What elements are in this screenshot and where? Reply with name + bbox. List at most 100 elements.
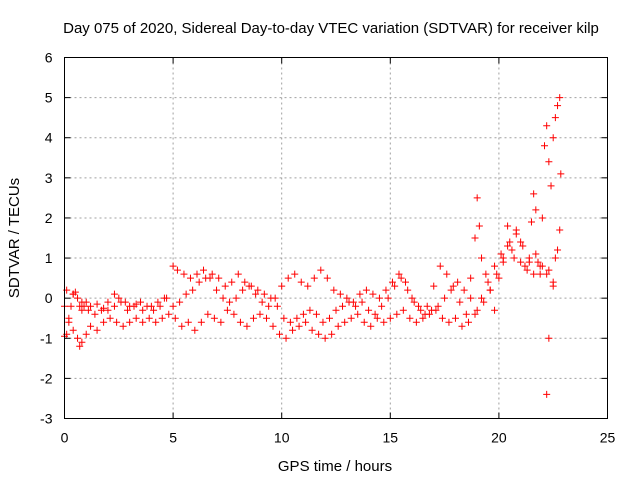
data-point [551,254,559,262]
data-point [556,94,564,102]
data-point [87,302,95,310]
y-tick-label: 4 [45,130,53,146]
data-point [276,330,284,338]
data-point [538,262,546,270]
data-point [315,330,323,338]
data-point [104,306,112,314]
data-point [384,294,392,302]
data-point [454,278,462,286]
data-point [91,310,99,318]
data-point [536,270,544,278]
data-point [74,334,82,342]
data-point [456,298,464,306]
data-point [232,294,240,302]
data-point [126,318,134,326]
data-point [397,274,405,282]
data-point [317,266,325,274]
data-point [243,322,251,330]
data-point [69,290,77,298]
data-point [215,274,223,282]
data-point [104,298,112,306]
data-point [549,278,557,286]
data-point [415,302,423,310]
data-point [543,270,551,278]
data-point [462,310,470,318]
data-point [280,314,288,322]
data-point [156,302,164,310]
data-point [334,322,342,330]
data-point [493,270,501,278]
data-point [117,298,125,306]
data-point [512,226,520,234]
data-point [269,322,277,330]
y-tick-label: -1 [40,330,53,346]
data-point [78,306,86,314]
data-point [532,206,540,214]
data-point [482,270,490,278]
data-point [525,258,533,266]
data-point [475,222,483,230]
data-point [234,270,242,278]
data-point [386,314,394,322]
data-point [302,318,310,326]
data-point [226,298,234,306]
x-tick-label: 5 [169,430,177,446]
data-point [252,290,260,298]
data-point [356,290,364,298]
data-point [458,322,466,330]
data-point [289,326,297,334]
data-point [110,302,118,310]
data-point [182,290,190,298]
data-point [508,246,516,254]
data-point [445,318,453,326]
data-point [504,242,512,250]
data-point [428,306,436,314]
data-point [249,314,257,322]
data-point [543,390,551,398]
data-point [349,298,357,306]
data-point [436,262,444,270]
data-point [467,294,475,302]
data-point [197,318,205,326]
data-point [82,330,90,338]
data-point [256,310,264,318]
data-point [210,314,218,322]
data-point [206,274,214,282]
data-point [551,114,559,122]
data-point [467,274,475,282]
x-axis-label: GPS time / hours [278,458,392,475]
data-point [93,326,101,334]
data-point [443,270,451,278]
data-point [78,338,86,346]
data-point [67,302,75,310]
data-point [80,302,88,310]
data-point [106,314,114,322]
data-point [193,270,201,278]
data-point [291,270,299,278]
data-point [271,294,279,302]
data-point [310,274,318,282]
data-point [495,274,503,282]
data-point [195,278,203,286]
data-point [213,286,221,294]
data-point [219,294,227,302]
data-point [341,318,349,326]
data-point [239,286,247,294]
grid-layer [64,57,608,419]
data-point [486,286,494,294]
data-point [554,102,562,110]
data-point [221,282,229,290]
data-point [299,310,307,318]
data-point [130,302,138,310]
data-point [393,310,401,318]
data-point [258,298,266,306]
data-point [399,306,407,314]
y-tick-label: 0 [45,290,53,306]
data-point [123,306,131,314]
data-point [388,278,396,286]
data-point [549,134,557,142]
data-point [230,310,238,318]
data-point [447,286,455,294]
data-point [523,266,531,274]
